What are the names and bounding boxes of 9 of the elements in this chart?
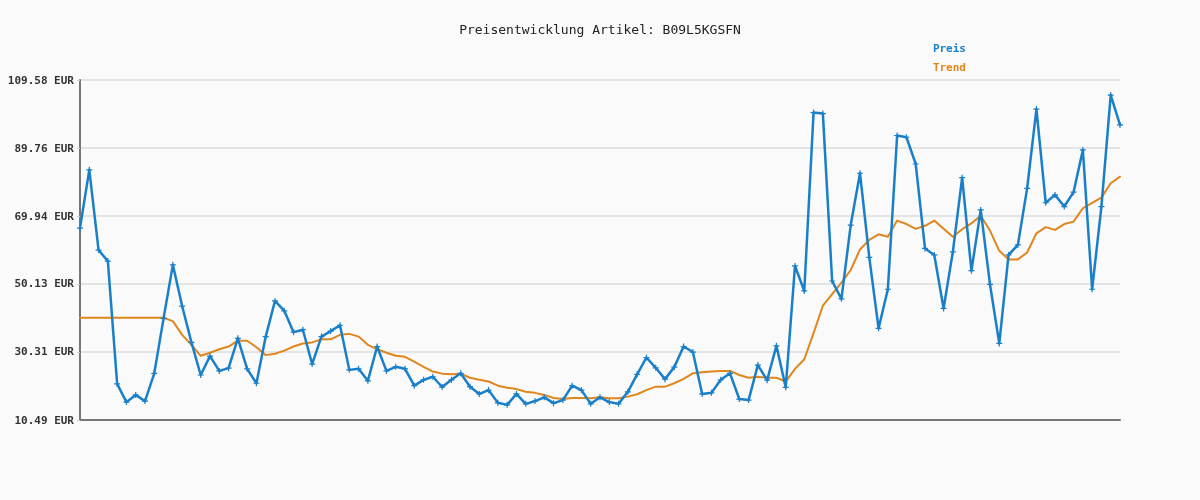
text: Trend [932,61,966,74]
y-tick-label: 89.76 EUR [14,141,75,155]
y-tick-label: 10.49 EUR [14,413,75,427]
y-tick-label: 50.13 EUR [14,277,75,291]
chart-title: Preisentwicklung Artikel: B09L5KGSFN [459,22,741,37]
text: Preis [932,42,966,55]
y-tick-label: 109.58 EUR [7,73,75,87]
y-tick-label: 30.31 EUR [14,345,75,359]
y-tick-label: 69.94 EUR [14,209,75,223]
